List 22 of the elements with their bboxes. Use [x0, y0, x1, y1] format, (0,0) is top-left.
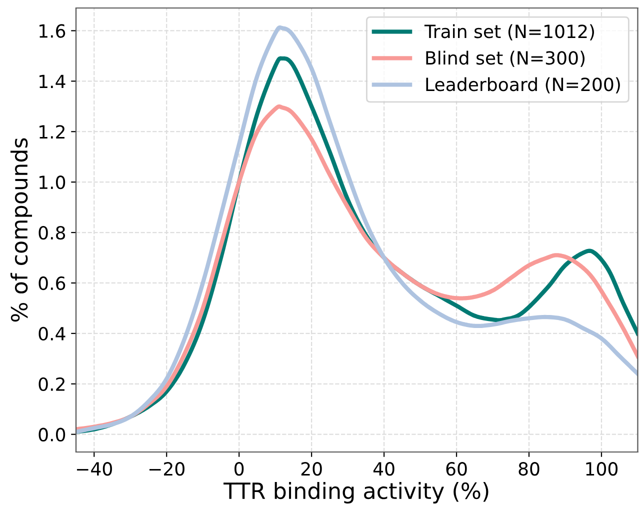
x-tick-label: 0	[234, 462, 244, 476]
y-tick-label: 1.0	[40, 176, 66, 190]
x-tick-label: −40	[76, 462, 112, 476]
x-tick-label: 20	[301, 462, 322, 476]
x-tick-label: −20	[149, 462, 184, 476]
x-tick-label: 100	[586, 462, 618, 476]
y-tick-label: 0.0	[38, 428, 66, 442]
y-tick-label: 0.2	[38, 377, 64, 392]
y-tick-label: 1.4	[40, 74, 66, 88]
y-tick-label: 0.8	[38, 226, 66, 240]
y-tick-label: 1.2	[40, 125, 64, 138]
legend-label: Blind set (N=300)	[426, 50, 585, 67]
y-tick-label: 0.6	[38, 276, 66, 290]
y-axis-title: % of compounds	[10, 138, 32, 322]
y-tick-label: 0.4	[38, 326, 66, 341]
legend-label: Train set (N=1012)	[424, 24, 594, 40]
x-tick-label: 80	[518, 462, 540, 476]
legend-label: Leaderboard (N=200)	[426, 77, 620, 94]
x-tick-label: 40	[373, 462, 394, 476]
y-tick-label: 1.6	[40, 24, 66, 38]
x-axis-title: TTR binding activity (%)	[224, 482, 488, 504]
x-tick-label: 60	[446, 462, 467, 476]
